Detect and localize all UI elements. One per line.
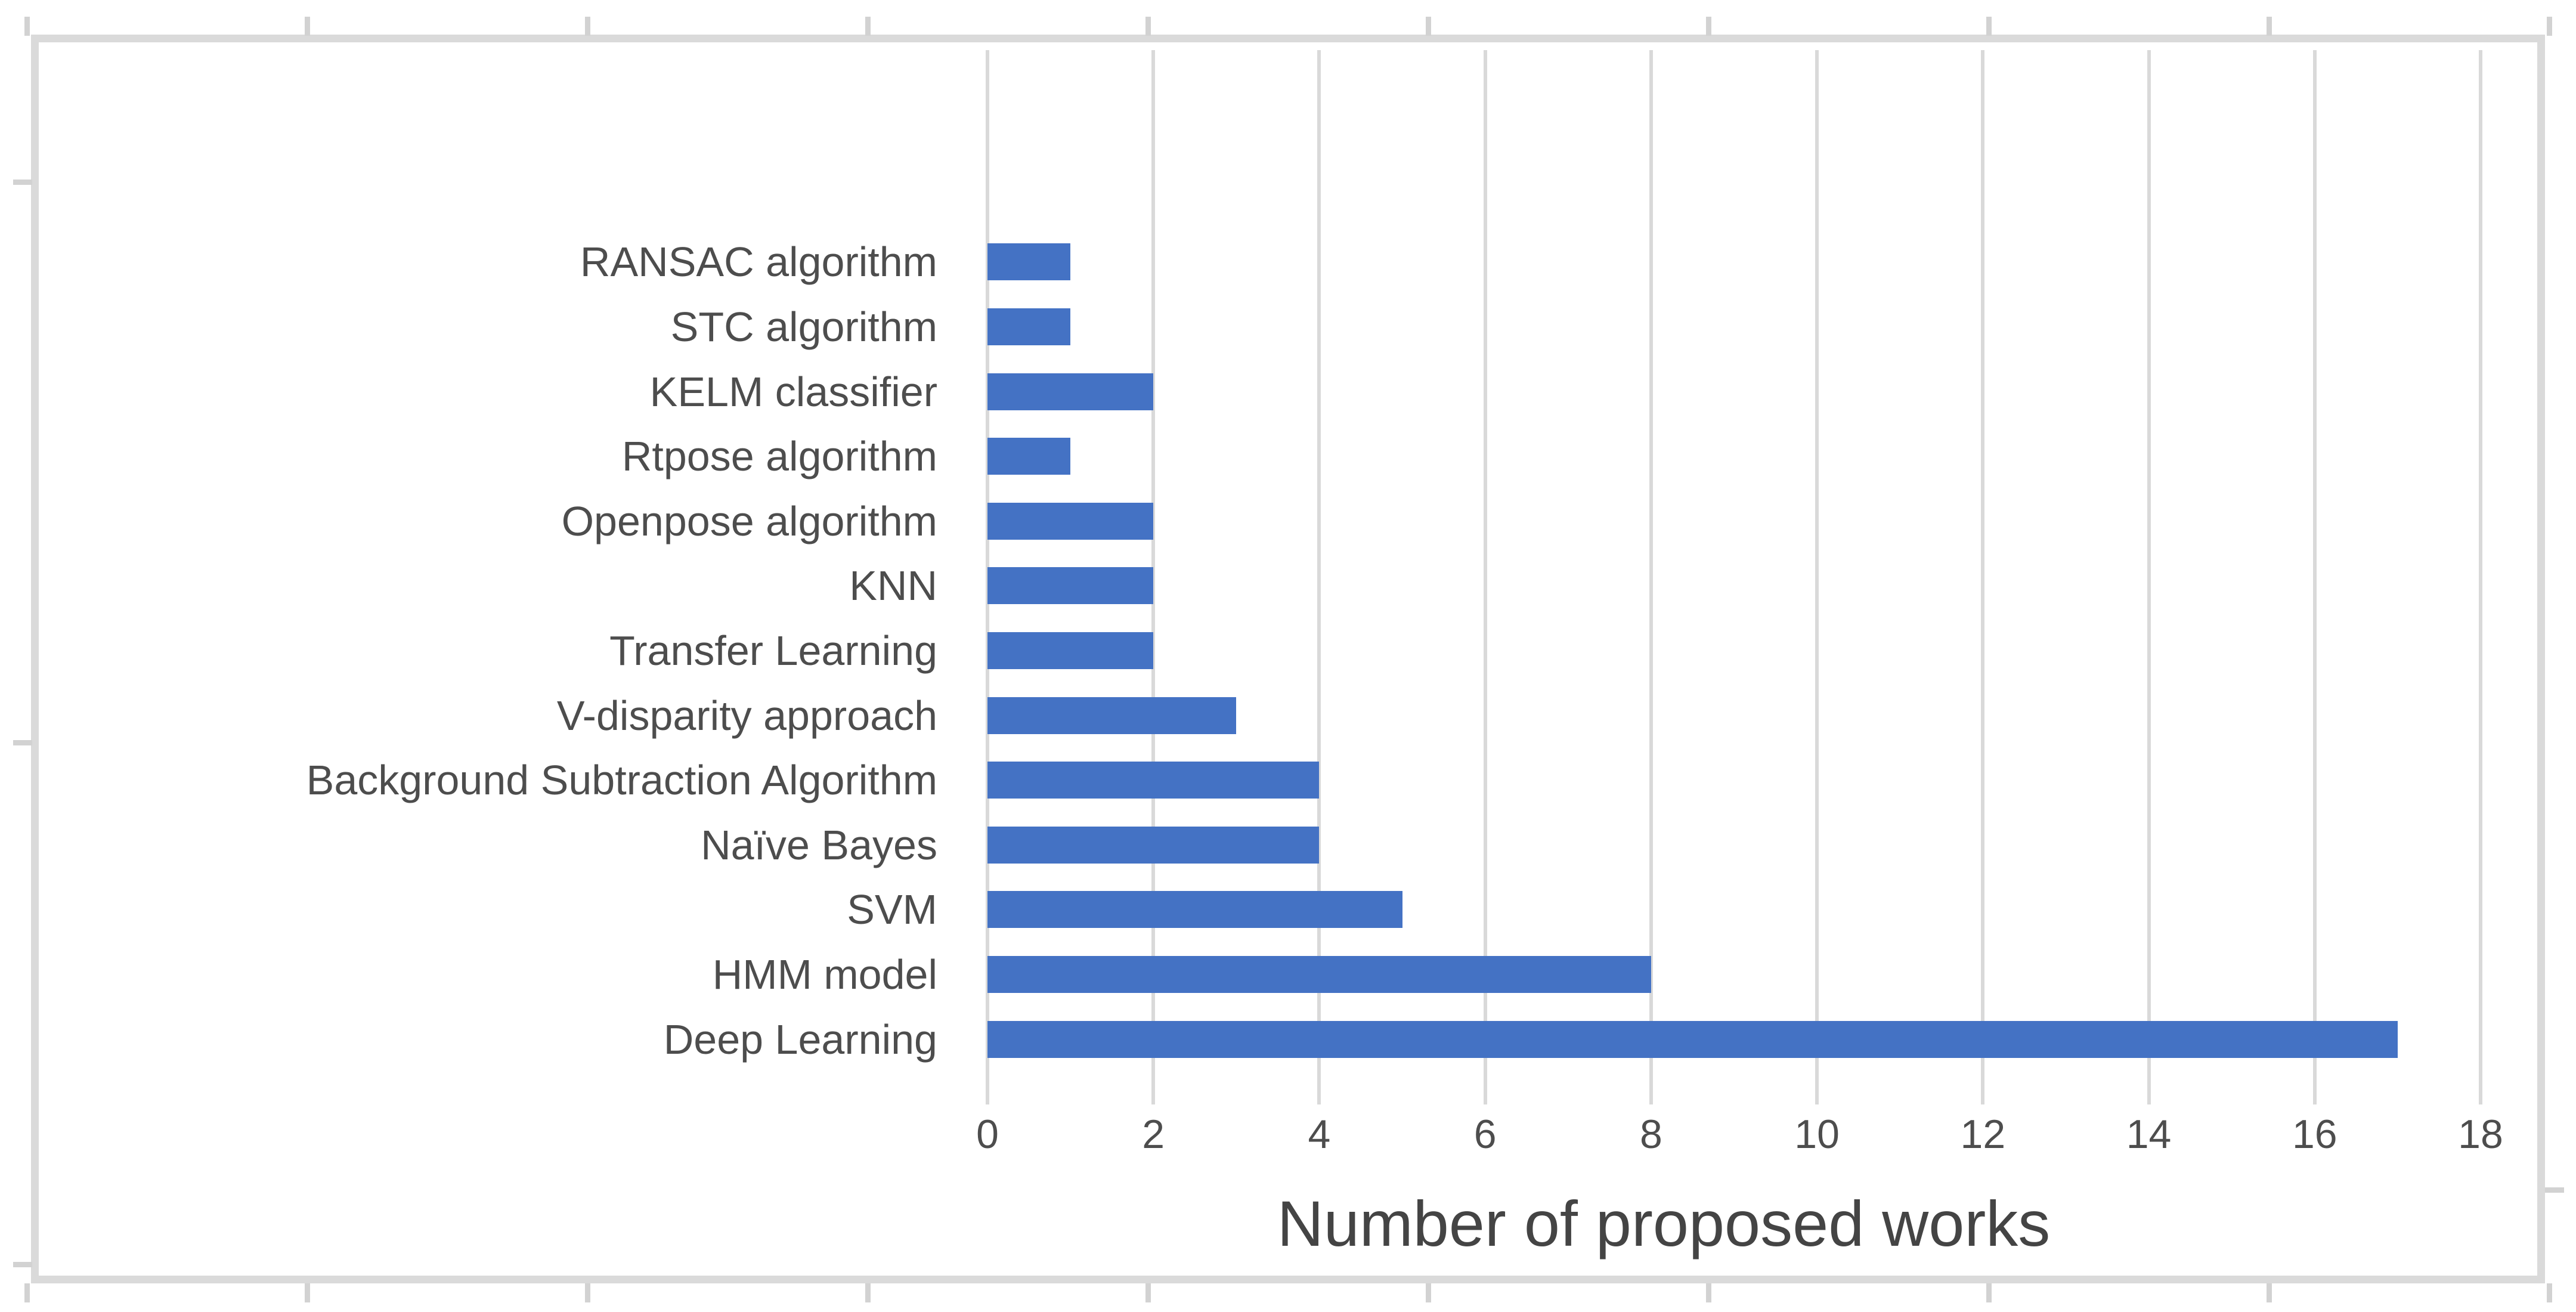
bar-track bbox=[987, 618, 2481, 683]
x-tick-label: 12 bbox=[1960, 1112, 2006, 1157]
category-label: HMM model bbox=[712, 951, 937, 998]
bar bbox=[987, 502, 1154, 540]
edge-tick bbox=[305, 1283, 310, 1302]
x-tick-label: 4 bbox=[1308, 1112, 1331, 1157]
x-tick-label: 2 bbox=[1142, 1112, 1165, 1157]
bar bbox=[987, 956, 1651, 993]
category-label: Openpose algorithm bbox=[561, 497, 937, 544]
bar-track bbox=[987, 553, 2481, 618]
x-tick-label: 0 bbox=[976, 1112, 999, 1157]
bar bbox=[987, 308, 1071, 345]
bar-row: RANSAC algorithm bbox=[39, 230, 2481, 295]
edge-tick bbox=[585, 17, 590, 36]
bar-row: V-disparity approach bbox=[39, 683, 2481, 748]
bar-track bbox=[987, 683, 2481, 748]
edge-tick bbox=[2547, 1283, 2552, 1302]
x-tick-label: 18 bbox=[2458, 1112, 2503, 1157]
bar bbox=[987, 762, 1320, 799]
bar-track bbox=[987, 488, 2481, 553]
category-label: KNN bbox=[849, 562, 937, 609]
category-label: KELM classifier bbox=[649, 368, 937, 415]
edge-tick bbox=[13, 1262, 32, 1267]
category-label: Background Subtraction Algorithm bbox=[306, 757, 937, 804]
bar-track bbox=[987, 812, 2481, 877]
bar-row: HMM model bbox=[39, 942, 2481, 1007]
bar bbox=[987, 632, 1154, 669]
category-label: STC algorithm bbox=[670, 303, 937, 350]
edge-tick bbox=[305, 17, 310, 36]
edge-tick bbox=[1145, 17, 1151, 36]
bar-row: SVM bbox=[39, 877, 2481, 942]
edge-tick bbox=[1706, 17, 1711, 36]
edge-tick bbox=[865, 1283, 871, 1302]
bar-track bbox=[987, 942, 2481, 1007]
bar-track bbox=[987, 1007, 2481, 1072]
category-label: Deep Learning bbox=[663, 1016, 937, 1063]
gridline-x-14 bbox=[2147, 50, 2151, 1104]
gridline-x-10 bbox=[1815, 50, 1819, 1104]
bar-row: Openpose algorithm bbox=[39, 488, 2481, 553]
edge-tick bbox=[24, 17, 30, 36]
x-tick-label: 10 bbox=[1794, 1112, 1840, 1157]
gridline-x-8 bbox=[1649, 50, 1653, 1104]
bar-row: Deep Learning bbox=[39, 1007, 2481, 1072]
bar-row: KELM classifier bbox=[39, 359, 2481, 424]
edge-tick bbox=[2547, 17, 2552, 36]
bar bbox=[987, 567, 1154, 605]
edge-tick bbox=[2267, 1283, 2272, 1302]
category-label: Naïve Bayes bbox=[701, 821, 937, 868]
bar-track bbox=[987, 230, 2481, 295]
bar-track bbox=[987, 295, 2481, 360]
bar-track bbox=[987, 359, 2481, 424]
bars-area: RANSAC algorithm STC algorithm KELM classi… bbox=[39, 230, 2481, 1072]
bar-row: Background Subtraction Algorithm bbox=[39, 748, 2481, 813]
bar bbox=[987, 438, 1071, 475]
chart-frame: RANSAC algorithm STC algorithm KELM classi… bbox=[31, 35, 2545, 1283]
gridline-x-16 bbox=[2312, 50, 2317, 1104]
x-tick-label: 16 bbox=[2292, 1112, 2337, 1157]
bar bbox=[987, 891, 1402, 929]
edge-tick bbox=[13, 740, 32, 745]
x-axis-title: Number of proposed works bbox=[1277, 1187, 2051, 1260]
edge-tick bbox=[1986, 17, 1992, 36]
x-tick-label: 8 bbox=[1639, 1112, 1662, 1157]
category-label: RANSAC algorithm bbox=[580, 239, 937, 286]
bar-track bbox=[987, 424, 2481, 489]
edge-tick bbox=[865, 17, 871, 36]
edge-tick bbox=[2267, 17, 2272, 36]
edge-tick bbox=[1426, 17, 1431, 36]
edge-tick bbox=[1145, 1283, 1151, 1302]
bar bbox=[987, 243, 1071, 281]
bar-row: Naïve Bayes bbox=[39, 812, 2481, 877]
category-label: Rtpose algorithm bbox=[621, 433, 937, 480]
category-label: SVM bbox=[847, 886, 937, 933]
x-tick-label: 6 bbox=[1473, 1112, 1497, 1157]
bar-track bbox=[987, 748, 2481, 813]
bar-row: KNN bbox=[39, 553, 2481, 618]
gridline-x-12 bbox=[1981, 50, 1985, 1104]
edge-tick bbox=[24, 1283, 30, 1302]
bar-track bbox=[987, 877, 2481, 942]
gridline-x-4 bbox=[1317, 50, 1321, 1104]
gridline-x-2 bbox=[1151, 50, 1156, 1104]
bar-row: Transfer Learning bbox=[39, 618, 2481, 683]
bar bbox=[987, 697, 1237, 734]
edge-tick bbox=[585, 1283, 590, 1302]
bar bbox=[987, 1020, 2398, 1058]
category-label: V-disparity approach bbox=[556, 692, 937, 739]
edge-tick bbox=[13, 180, 32, 185]
edge-tick bbox=[1706, 1283, 1711, 1302]
bar-row: STC algorithm bbox=[39, 295, 2481, 360]
category-label: Transfer Learning bbox=[609, 627, 937, 674]
x-tick-label: 14 bbox=[2126, 1112, 2172, 1157]
bar bbox=[987, 826, 1320, 864]
edge-tick bbox=[1986, 1283, 1992, 1302]
edge-tick bbox=[2545, 1187, 2564, 1193]
bar-row: Rtpose algorithm bbox=[39, 424, 2481, 489]
edge-tick bbox=[1426, 1283, 1431, 1302]
gridline-x-18 bbox=[2479, 50, 2482, 1104]
bar bbox=[987, 373, 1154, 410]
gridline-x-6 bbox=[1483, 50, 1487, 1104]
